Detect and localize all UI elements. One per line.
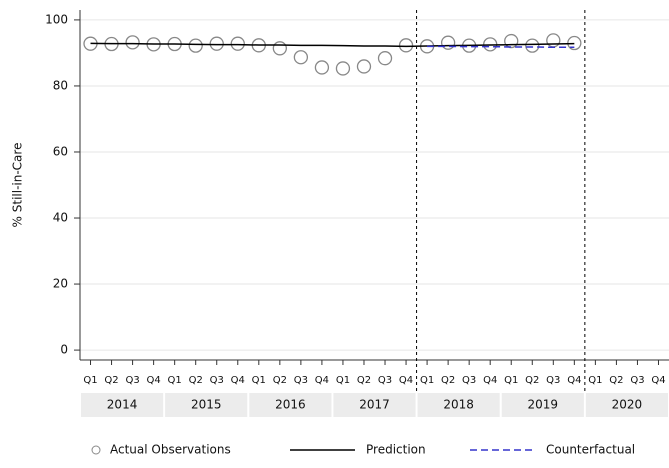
observation xyxy=(188,38,203,53)
year-box xyxy=(165,393,248,417)
observation xyxy=(398,38,414,53)
x-tick-label: Q4 xyxy=(399,375,413,386)
x-tick-label: Q3 xyxy=(630,375,644,386)
x-tick-label: Q1 xyxy=(252,375,266,386)
x-tick-label: Q4 xyxy=(147,375,161,386)
y-tick-label: 40 xyxy=(53,211,68,225)
x-tick-label: Q4 xyxy=(567,375,581,386)
x-tick-label: Q3 xyxy=(546,375,560,386)
x-tick-label: Q4 xyxy=(483,375,497,386)
x-tick-label: Q3 xyxy=(294,375,308,386)
observation xyxy=(272,41,287,56)
year-box xyxy=(585,393,668,417)
observation xyxy=(209,36,224,51)
x-tick-label: Q1 xyxy=(588,375,602,386)
observation xyxy=(504,33,519,49)
observation xyxy=(525,38,540,53)
series-line xyxy=(90,42,575,48)
x-tick-label: Q2 xyxy=(189,375,203,386)
year-label: 2016 xyxy=(275,398,306,412)
observation xyxy=(440,35,456,50)
y-tick-label: 60 xyxy=(53,144,68,158)
y-tick-label: 0 xyxy=(60,343,68,357)
y-tick-label: 100 xyxy=(45,12,68,26)
observation xyxy=(377,51,393,66)
year-label: 2018 xyxy=(443,398,474,412)
year-box xyxy=(81,393,164,417)
x-tick-label: Q2 xyxy=(609,375,623,386)
x-tick-label: Q1 xyxy=(504,375,518,386)
year-box xyxy=(249,393,332,417)
observation xyxy=(546,33,561,48)
legend-label: Actual Observations xyxy=(110,443,231,457)
x-tick-label: Q3 xyxy=(462,375,476,386)
year-box xyxy=(501,393,584,417)
year-label: 2017 xyxy=(359,398,390,412)
series-line xyxy=(427,45,575,49)
x-tick-label: Q1 xyxy=(168,375,182,386)
observation xyxy=(356,59,372,74)
legend-label: Prediction xyxy=(366,443,426,457)
year-label: 2020 xyxy=(612,398,643,412)
x-tick-label: Q3 xyxy=(125,375,139,386)
x-tick-label: Q2 xyxy=(525,375,539,386)
x-tick-label: Q2 xyxy=(104,375,118,386)
observation xyxy=(293,50,309,65)
x-tick-label: Q4 xyxy=(315,375,329,386)
x-tick-label: Q2 xyxy=(441,375,455,386)
observation xyxy=(567,35,582,51)
x-tick-label: Q1 xyxy=(83,375,97,386)
observation xyxy=(335,61,351,76)
y-tick-label: 80 xyxy=(53,78,68,92)
y-tick-label: 20 xyxy=(53,277,68,291)
year-label: 2019 xyxy=(528,398,559,412)
y-axis-label: % Still-in-Care xyxy=(11,143,25,228)
legend-label: Counterfactual xyxy=(546,443,635,457)
year-label: 2015 xyxy=(191,398,222,412)
legend-symbol xyxy=(91,445,101,455)
year-box xyxy=(333,393,416,417)
observation xyxy=(230,36,245,51)
x-tick-label: Q1 xyxy=(336,375,350,386)
observation xyxy=(125,35,140,50)
x-tick-label: Q4 xyxy=(651,375,665,386)
x-tick-label: Q3 xyxy=(378,375,392,386)
observation xyxy=(314,60,330,75)
x-tick-label: Q4 xyxy=(231,375,245,386)
x-tick-label: Q1 xyxy=(420,375,434,386)
x-tick-label: Q3 xyxy=(210,375,224,386)
year-box xyxy=(417,393,500,417)
x-tick-label: Q2 xyxy=(273,375,287,386)
x-tick-label: Q2 xyxy=(357,375,371,386)
year-label: 2014 xyxy=(107,398,138,412)
